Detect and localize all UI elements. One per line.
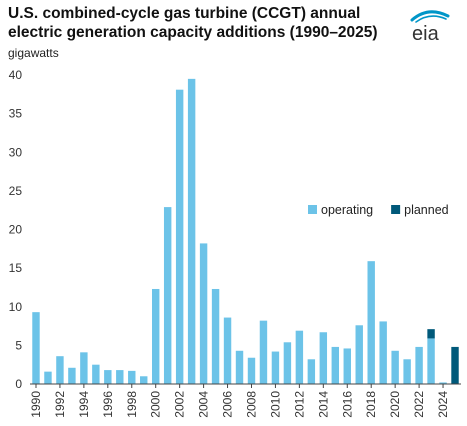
x-tick-label: 2010 xyxy=(268,391,282,418)
x-tick-label: 2012 xyxy=(292,391,306,418)
bar-operating-2019 xyxy=(379,321,387,384)
x-tick-label: 2020 xyxy=(388,391,402,418)
bar-operating-2003 xyxy=(187,78,196,385)
bar-operating-1999 xyxy=(140,376,148,384)
bar-operating-1990 xyxy=(32,312,40,384)
legend: operating planned xyxy=(308,203,449,217)
x-tick-label: 2024 xyxy=(436,391,450,418)
bar-operating-1992 xyxy=(56,356,64,384)
chart-title: U.S. combined-cycle gas turbine (CCGT) a… xyxy=(8,5,378,41)
bar-operating-2009 xyxy=(259,320,268,384)
y-tick-label: 30 xyxy=(9,145,23,159)
bar-planned-2023 xyxy=(427,329,435,339)
bar-operating-1997 xyxy=(116,370,124,384)
x-tick-label: 2004 xyxy=(197,391,211,418)
bar-operating-1996 xyxy=(104,370,112,384)
y-tick-label: 20 xyxy=(9,223,23,237)
y-tick-label: 0 xyxy=(15,377,22,391)
bar-operating-2012 xyxy=(295,330,304,384)
eia-logo: eia xyxy=(406,8,454,45)
bar-operating-2016 xyxy=(343,348,351,384)
bar-operating-2008 xyxy=(247,357,256,384)
y-axis-unit-label: gigawatts xyxy=(8,46,59,60)
bar-operating-2023 xyxy=(427,338,435,384)
y-tick-label: 15 xyxy=(9,261,23,275)
bar-operating-2011 xyxy=(283,342,292,384)
bar-operating-2017 xyxy=(355,325,363,384)
x-tick-label: 1996 xyxy=(101,391,115,418)
bar-operating-2015 xyxy=(331,346,340,384)
bar-operating-2004 xyxy=(199,243,208,384)
x-tick-label: 2016 xyxy=(340,391,354,418)
y-tick-label: 40 xyxy=(9,68,23,82)
eia-logo-icon: eia xyxy=(410,10,450,45)
bar-operating-2024 xyxy=(439,382,447,384)
y-tick-label: 35 xyxy=(9,107,23,121)
bar-operating-2013 xyxy=(307,359,316,384)
bar-planned-2025 xyxy=(451,346,459,384)
x-tick-label: 2018 xyxy=(364,391,378,418)
x-tick-label: 1998 xyxy=(125,391,139,418)
x-tick-label: 2014 xyxy=(316,391,330,418)
bar-operating-2002 xyxy=(175,89,184,385)
legend-label-operating: operating xyxy=(321,203,373,217)
bars xyxy=(32,78,459,385)
bar-operating-2020 xyxy=(391,350,399,384)
bar-operating-2007 xyxy=(235,350,244,384)
legend-label-planned: planned xyxy=(404,203,449,217)
bar-operating-2005 xyxy=(211,288,220,384)
x-tick-label: 2000 xyxy=(149,391,163,418)
bar-operating-2000 xyxy=(151,288,160,384)
x-tick-label: 2022 xyxy=(412,391,426,418)
bar-operating-2014 xyxy=(319,332,328,384)
legend-swatch-planned xyxy=(391,205,401,214)
bar-operating-1991 xyxy=(44,371,52,384)
y-tick-label: 25 xyxy=(9,184,23,198)
x-tick-label: 2006 xyxy=(221,391,235,418)
x-tick-label: 1990 xyxy=(29,391,43,418)
bar-operating-1998 xyxy=(128,370,136,384)
x-tick-label: 2002 xyxy=(173,391,187,418)
x-tick-label: 1994 xyxy=(77,391,91,418)
x-axis: 1990 1992 1994 1996 1998 2000 2002 2004 2006 2008… xyxy=(29,384,450,418)
bar-operating-2022 xyxy=(415,346,423,384)
bar-operating-2006 xyxy=(223,317,232,384)
x-tick-label: 2008 xyxy=(244,391,258,418)
y-axis: 0 5 10 15 20 25 30 35 40 xyxy=(9,68,23,391)
legend-swatch-operating xyxy=(308,205,317,214)
bar-operating-2021 xyxy=(403,359,411,384)
y-tick-label: 10 xyxy=(9,300,23,314)
bar-operating-1995 xyxy=(92,364,100,384)
x-tick-label: 1992 xyxy=(53,391,67,418)
bar-operating-2010 xyxy=(271,351,280,384)
bar-operating-1994 xyxy=(80,352,88,384)
bar-operating-2018 xyxy=(367,261,375,384)
y-tick-label: 5 xyxy=(15,338,22,352)
eia-logo-text: eia xyxy=(412,23,440,44)
bar-operating-2001 xyxy=(163,207,172,384)
bar-operating-1993 xyxy=(68,367,76,384)
